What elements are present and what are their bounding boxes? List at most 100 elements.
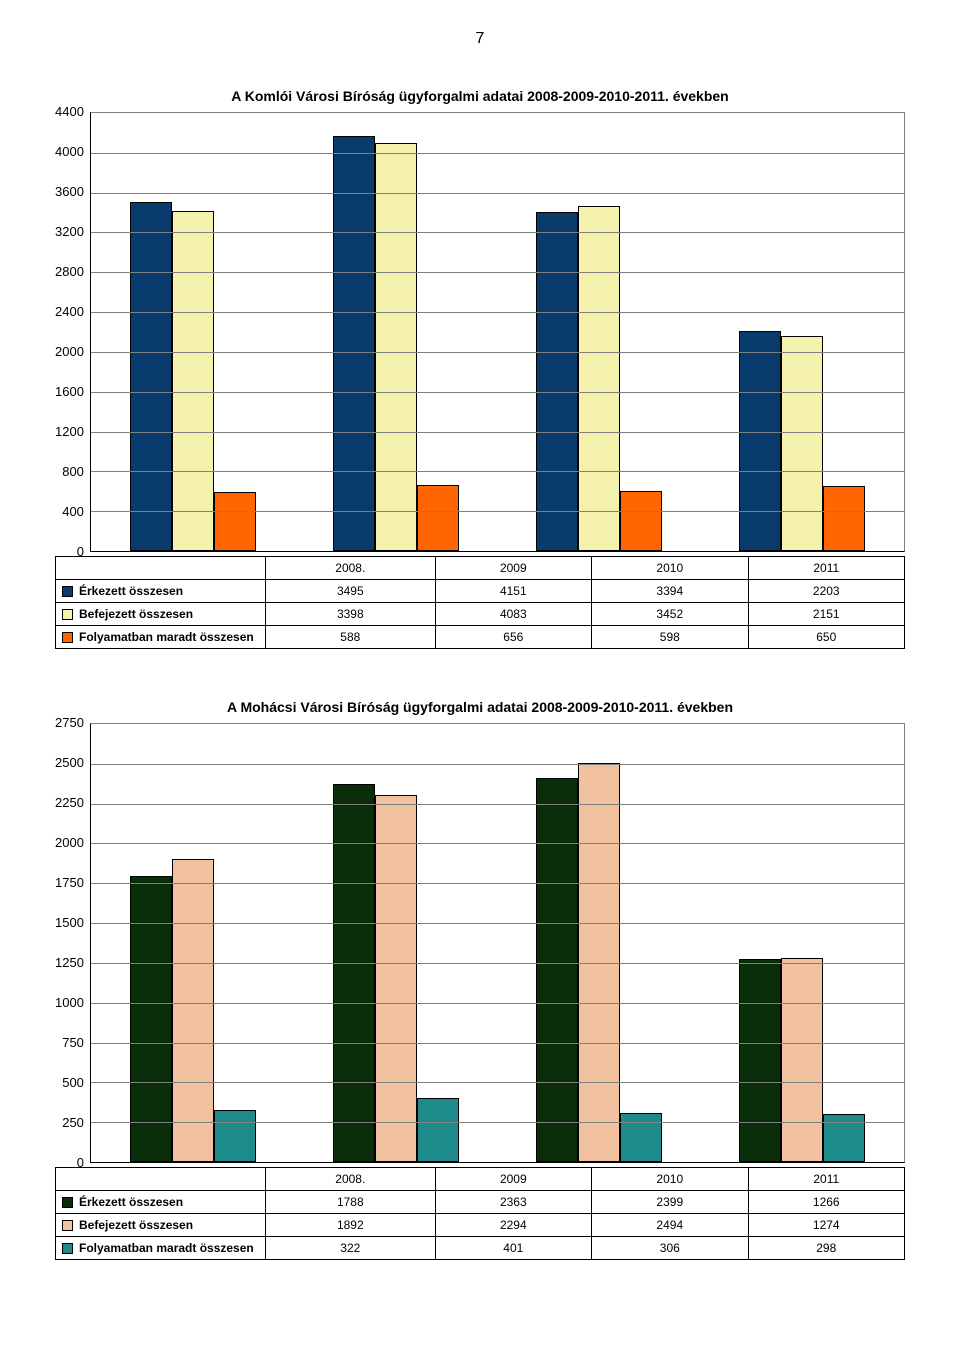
chart-mohacsi-plot xyxy=(90,723,905,1163)
bar xyxy=(214,1110,256,1162)
chart-komloi-plotwrap: 4400400036003200280024002000160012008004… xyxy=(55,112,905,552)
series-label: Folyamatban maradt összesen xyxy=(56,626,266,649)
legend-swatch xyxy=(62,1220,73,1231)
gridline xyxy=(91,1122,904,1123)
table-col-header: 2011 xyxy=(748,1168,904,1191)
table-col-header: 2011 xyxy=(748,557,904,580)
series-label: Befejezett összesen xyxy=(56,1214,266,1237)
bar xyxy=(536,212,578,551)
table-cell: 588 xyxy=(266,626,436,649)
table-cell: 1892 xyxy=(266,1214,436,1237)
table-cell: 650 xyxy=(748,626,904,649)
table-cell: 2151 xyxy=(748,603,904,626)
gridline xyxy=(91,232,904,233)
gridline xyxy=(91,1043,904,1044)
bar xyxy=(536,778,578,1162)
bar-group xyxy=(497,724,700,1162)
series-label: Folyamatban maradt összesen xyxy=(56,1237,266,1260)
table-row: Érkezett összesen1788236323991266 xyxy=(56,1191,905,1214)
table-cell: 306 xyxy=(592,1237,748,1260)
bar xyxy=(130,202,172,552)
chart-komloi-yaxis: 4400400036003200280024002000160012008004… xyxy=(55,112,90,552)
bar-group xyxy=(701,113,904,551)
table-cell: 401 xyxy=(435,1237,591,1260)
table-row: Folyamatban maradt összesen 322401306298 xyxy=(56,1237,905,1260)
bar xyxy=(130,876,172,1162)
table-col-header: 2010 xyxy=(592,1168,748,1191)
table-corner xyxy=(56,557,266,580)
table-col-header: 2008. xyxy=(266,557,436,580)
bar xyxy=(620,1113,662,1162)
page-number: 7 xyxy=(55,30,905,48)
bar xyxy=(172,859,214,1162)
table-cell: 322 xyxy=(266,1237,436,1260)
chart-komloi: A Komlói Városi Bíróság ügyforgalmi adat… xyxy=(55,88,905,649)
bar xyxy=(333,784,375,1162)
gridline xyxy=(91,392,904,393)
series-name: Érkezett összesen xyxy=(79,584,183,598)
table-cell: 3398 xyxy=(266,603,436,626)
bar-group xyxy=(91,724,294,1162)
gridline xyxy=(91,923,904,924)
table-cell: 656 xyxy=(435,626,591,649)
table-cell: 1266 xyxy=(748,1191,904,1214)
gridline xyxy=(91,963,904,964)
table-cell: 2294 xyxy=(435,1214,591,1237)
table-cell: 3495 xyxy=(266,580,436,603)
gridline xyxy=(91,764,904,765)
page: 7 A Komlói Városi Bíróság ügyforgalmi ad… xyxy=(0,0,960,1350)
chart-komloi-title: A Komlói Városi Bíróság ügyforgalmi adat… xyxy=(55,88,905,104)
bar xyxy=(781,336,823,551)
bar-group xyxy=(497,113,700,551)
table-cell: 3452 xyxy=(592,603,748,626)
gridline xyxy=(91,511,904,512)
bar xyxy=(620,491,662,551)
gridline xyxy=(91,272,904,273)
table-cell: 2363 xyxy=(435,1191,591,1214)
series-name: Folyamatban maradt összesen xyxy=(79,1241,254,1255)
chart-mohacsi-table: 2008.200920102011Érkezett összesen178823… xyxy=(55,1167,905,1260)
series-name: Befejezett összesen xyxy=(79,1218,193,1232)
chart-komloi-bars xyxy=(91,113,904,551)
bar xyxy=(375,143,417,551)
table-col-header: 2009 xyxy=(435,557,591,580)
chart-mohacsi: A Mohácsi Városi Bíróság ügyforgalmi ada… xyxy=(55,699,905,1260)
table-cell: 1788 xyxy=(266,1191,436,1214)
bar-group xyxy=(294,724,497,1162)
gridline xyxy=(91,1082,904,1083)
legend-swatch xyxy=(62,1197,73,1208)
bar xyxy=(578,206,620,551)
gridline xyxy=(91,1003,904,1004)
gridline xyxy=(91,471,904,472)
table-cell: 598 xyxy=(592,626,748,649)
bar xyxy=(739,959,781,1162)
series-name: Érkezett összesen xyxy=(79,1195,183,1209)
table-corner xyxy=(56,1168,266,1191)
gridline xyxy=(91,843,904,844)
bar xyxy=(781,958,823,1162)
chart-mohacsi-yaxis: 2750250022502000175015001250100075050025… xyxy=(55,723,90,1163)
bar xyxy=(739,331,781,551)
chart-mohacsi-bars xyxy=(91,724,904,1162)
gridline xyxy=(91,352,904,353)
table-cell: 1274 xyxy=(748,1214,904,1237)
gridline xyxy=(91,193,904,194)
chart-mohacsi-plotwrap: 2750250022502000175015001250100075050025… xyxy=(55,723,905,1163)
table-row: Folyamatban maradt összesen 588656598650 xyxy=(56,626,905,649)
table-col-header: 2010 xyxy=(592,557,748,580)
table-col-header: 2009 xyxy=(435,1168,591,1191)
table-cell: 298 xyxy=(748,1237,904,1260)
bar xyxy=(417,1098,459,1162)
bar xyxy=(417,485,459,551)
chart-komloi-plot xyxy=(90,112,905,552)
gridline xyxy=(91,312,904,313)
table-cell: 3394 xyxy=(592,580,748,603)
table-row: Érkezett összesen3495415133942203 xyxy=(56,580,905,603)
series-name: Folyamatban maradt összesen xyxy=(79,630,254,644)
bar-group xyxy=(91,113,294,551)
bar-group xyxy=(294,113,497,551)
table-cell: 4151 xyxy=(435,580,591,603)
gridline xyxy=(91,153,904,154)
chart-mohacsi-title: A Mohácsi Városi Bíróság ügyforgalmi ada… xyxy=(55,699,905,715)
series-label: Befejezett összesen xyxy=(56,603,266,626)
